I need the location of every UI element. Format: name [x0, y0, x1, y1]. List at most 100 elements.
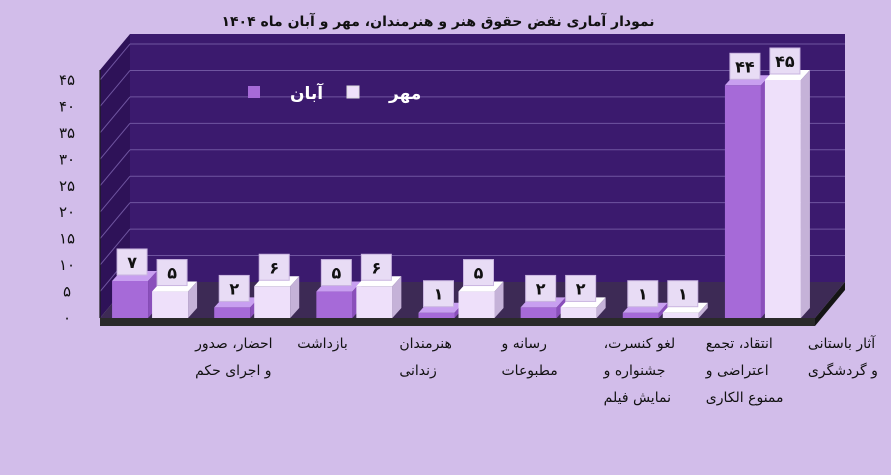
x-tick-label-line: هنرمندان [399, 336, 452, 352]
bar [764, 80, 801, 318]
data-label-box [729, 52, 761, 80]
bar-side [494, 281, 504, 318]
y-tick-label: ۱۵ [59, 230, 75, 248]
legend-swatch [346, 85, 360, 99]
bar [458, 291, 495, 318]
y-tick-label: ۲۵ [59, 177, 75, 195]
data-label-text: ۴۴ [735, 57, 755, 76]
data-label: ۶ [258, 253, 290, 281]
gridline-side [99, 175, 131, 213]
data-label-box [258, 253, 290, 281]
x-tick-label-line: و اجرای حکم [195, 363, 271, 379]
bar [112, 280, 149, 318]
data-label-text: ۶ [371, 258, 381, 277]
y-tick-label: ۲۰ [59, 203, 75, 221]
data-label-text: ۱ [678, 285, 688, 304]
data-label: ۱ [423, 280, 454, 308]
bar [418, 312, 455, 318]
gridline-side [99, 70, 131, 107]
x-tick-label-line: مطبوعات [502, 363, 558, 379]
bar [520, 307, 557, 318]
x-tick-label-line: جشنواره و [603, 363, 666, 379]
y-tick-label: ۳۵ [59, 124, 75, 142]
y-axis-ticks: ۰ ۵ ۱۰ ۱۵ ۲۰ ۲۵ ۳۰ ۳۵ ۴۰ ۴۵ [59, 71, 75, 327]
x-tick-label-line: اعتراضی و [705, 363, 769, 379]
y-tick-label: ۳۰ [59, 150, 75, 168]
x-tick-label-line: ممنوع الکاری [706, 390, 784, 406]
x-tick-label: احضار، صدور و اجرای حکم [194, 336, 272, 379]
data-label: ۵ [156, 259, 188, 287]
x-tick-label: رسانه و مطبوعات [501, 336, 558, 379]
x-tick-label-line: بازداشت [297, 336, 348, 352]
bar [214, 307, 251, 318]
legend-label: مهر [388, 84, 421, 104]
bar [662, 312, 699, 318]
y-tick-label: ۴۵ [59, 71, 75, 89]
bar-side [800, 70, 810, 318]
data-label-text: ۱ [638, 285, 648, 304]
data-label-text: ۵ [167, 264, 177, 283]
bar-group [316, 281, 362, 318]
gridline-side [99, 43, 131, 81]
gridline-side [99, 149, 131, 187]
bar-group [112, 270, 158, 318]
bar-group [724, 75, 770, 319]
x-tick-label-line: و گردشگری [808, 362, 878, 379]
data-label-text: ۷ [127, 253, 137, 272]
y-tick-label: ۴۰ [59, 97, 75, 115]
data-label-box [565, 274, 597, 302]
gridline-side [99, 228, 131, 266]
bar-group [764, 70, 810, 318]
data-label: ۴۵ [769, 47, 801, 75]
back-wall [130, 34, 845, 282]
chart-title: نمودار آماری نقض حقوق هنر و هنرمندان، مه… [221, 12, 654, 30]
bar-group [458, 281, 504, 318]
bar [356, 286, 393, 318]
data-label-text: ۱ [434, 285, 444, 304]
x-tick-label-line: انتقاد، تجمع [706, 336, 773, 352]
bar [560, 307, 597, 318]
data-label-box [156, 259, 188, 287]
gridline-side [99, 96, 131, 134]
data-label-text: ۵ [331, 264, 341, 283]
bar-group [254, 276, 300, 318]
data-label-box [525, 274, 557, 302]
x-tick-label-line: احضار، صدور [194, 336, 272, 352]
side-wall [100, 34, 130, 318]
data-label: ۲ [525, 274, 557, 302]
floor-side [815, 282, 845, 326]
data-label-box [667, 280, 699, 308]
data-label-text: ۲ [536, 279, 546, 298]
data-label-box [423, 280, 454, 308]
bar-side [188, 281, 198, 318]
data-label-box [769, 47, 801, 75]
data-label: ۱ [627, 280, 659, 308]
legend-label: آبان [290, 82, 324, 104]
data-labels: ۷ ۵ ۲ ۶ ۵ ۶ ۱ ۵ ۲ ۲ ۱ ۱ ۴۴ ۴۵ [116, 47, 801, 308]
data-label-box [627, 280, 659, 308]
bar [316, 291, 353, 318]
data-label: ۶ [360, 253, 392, 281]
legend-swatch [248, 86, 260, 98]
data-label: ۷ [116, 248, 148, 276]
data-label: ۴۴ [729, 52, 761, 80]
x-tick-label-line: نمایش فیلم [604, 390, 671, 406]
data-label: ۲ [565, 274, 597, 302]
data-label-text: ۲ [576, 279, 586, 298]
legend: آبان مهر [248, 82, 421, 104]
x-tick-label-line: رسانه و [501, 336, 547, 352]
x-tick-label-line: زندانی [399, 363, 436, 379]
data-label-text: ۴۵ [775, 52, 795, 71]
y-tick-label: ۵ [63, 283, 71, 301]
x-tick-label: لغو کنسرت، جشنواره و نمایش فیلم [603, 336, 676, 406]
data-label-box [116, 248, 148, 276]
x-axis-categories: احضار، صدور و اجرای حکم بازداشت هنرمندان زند… [194, 335, 878, 406]
bar-side [290, 276, 300, 318]
data-label-text: ۲ [229, 279, 239, 298]
y-tick-label: ۰ [63, 309, 71, 327]
data-label: ۵ [320, 259, 352, 287]
data-label-box [320, 259, 352, 287]
x-tick-label: انتقاد، تجمع اعتراضی و ممنوع الکاری [705, 336, 784, 406]
data-label: ۱ [667, 280, 699, 308]
